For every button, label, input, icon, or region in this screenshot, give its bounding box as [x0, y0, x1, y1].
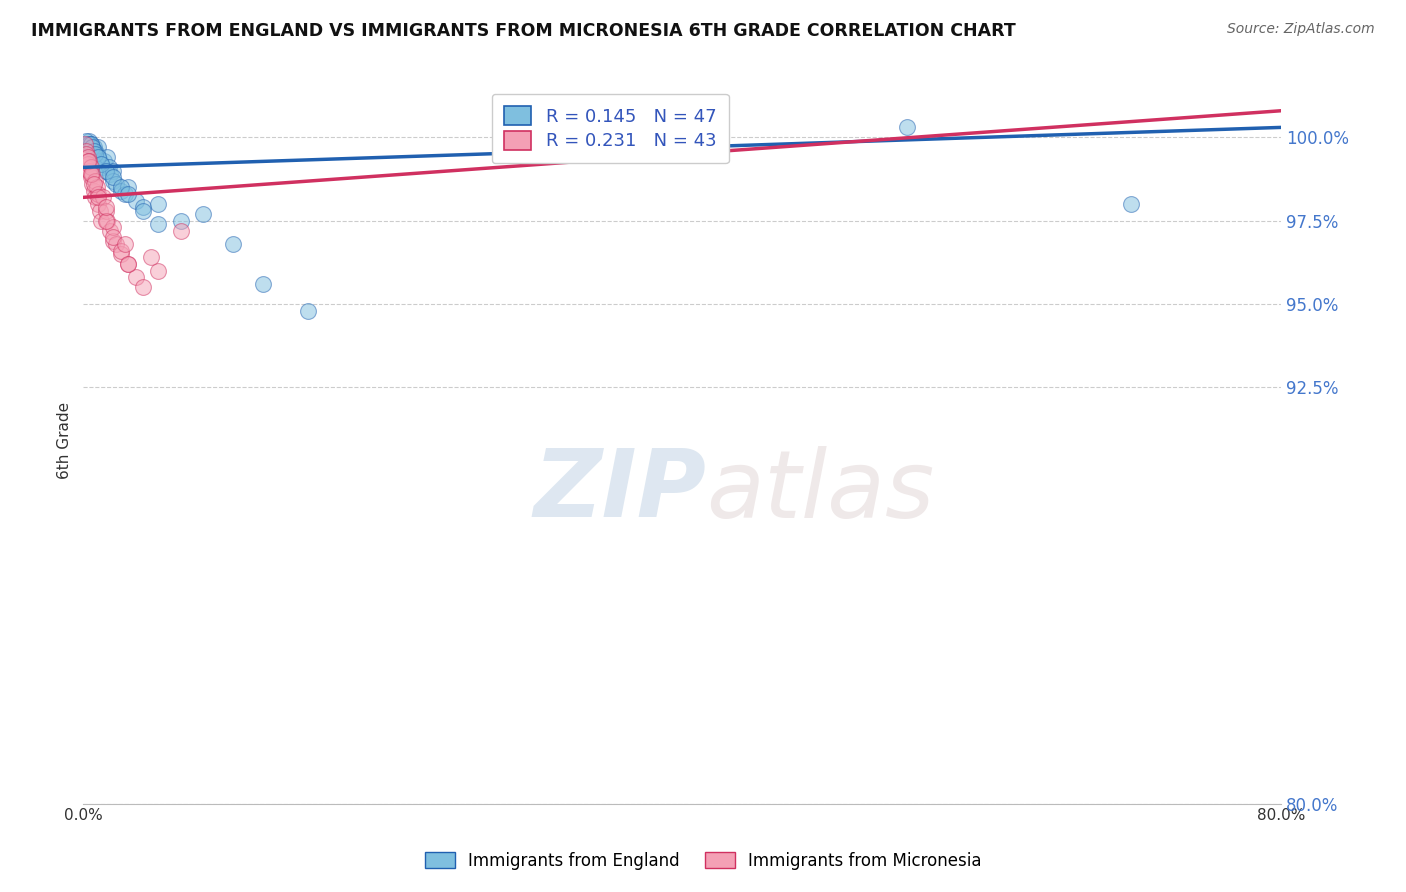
Text: IMMIGRANTS FROM ENGLAND VS IMMIGRANTS FROM MICRONESIA 6TH GRADE CORRELATION CHAR: IMMIGRANTS FROM ENGLAND VS IMMIGRANTS FR…	[31, 22, 1015, 40]
Point	[87, 150, 110, 164]
Point	[80, 137, 103, 152]
Point	[297, 303, 319, 318]
Point	[117, 257, 139, 271]
Point	[96, 213, 118, 227]
Point	[90, 157, 112, 171]
Point	[896, 120, 918, 135]
Point	[132, 200, 155, 214]
Point	[125, 194, 148, 208]
Point	[86, 180, 108, 194]
Point	[73, 137, 96, 152]
Point	[91, 190, 114, 204]
Point	[84, 147, 107, 161]
Point	[110, 184, 132, 198]
Point	[114, 237, 136, 252]
Point	[146, 217, 169, 231]
Point	[114, 187, 136, 202]
Y-axis label: 6th Grade: 6th Grade	[58, 402, 72, 479]
Text: Source: ZipAtlas.com: Source: ZipAtlas.com	[1227, 22, 1375, 37]
Point	[98, 167, 121, 181]
Point	[83, 140, 105, 154]
Point	[77, 137, 100, 152]
Point	[80, 161, 103, 175]
Point	[132, 203, 155, 218]
Point	[90, 213, 112, 227]
Point	[77, 153, 100, 168]
Point	[91, 161, 114, 175]
Point	[103, 174, 125, 188]
Point	[87, 187, 110, 202]
Point	[117, 257, 139, 271]
Point	[80, 170, 103, 185]
Text: atlas: atlas	[706, 446, 935, 537]
Point	[82, 177, 104, 191]
Point	[94, 163, 117, 178]
Point	[77, 163, 100, 178]
Point	[90, 157, 112, 171]
Point	[76, 137, 98, 152]
Text: ZIP: ZIP	[533, 445, 706, 537]
Point	[117, 187, 139, 202]
Point	[103, 170, 125, 185]
Point	[252, 277, 274, 291]
Point	[89, 203, 111, 218]
Point	[117, 180, 139, 194]
Point	[146, 197, 169, 211]
Point	[1121, 197, 1143, 211]
Point	[84, 144, 107, 158]
Point	[96, 150, 118, 164]
Point	[87, 197, 110, 211]
Point	[103, 220, 125, 235]
Point	[75, 147, 97, 161]
Point	[76, 150, 98, 164]
Point	[132, 280, 155, 294]
Point	[87, 140, 110, 154]
Point	[139, 250, 162, 264]
Point	[82, 167, 104, 181]
Point	[222, 237, 245, 252]
Point	[76, 153, 98, 168]
Point	[75, 134, 97, 148]
Point	[169, 224, 191, 238]
Point	[94, 213, 117, 227]
Point	[191, 207, 214, 221]
Point	[75, 144, 97, 158]
Point	[83, 184, 105, 198]
Point	[83, 144, 105, 158]
Point	[169, 213, 191, 227]
Point	[105, 177, 128, 191]
Point	[80, 137, 103, 152]
Point	[93, 153, 115, 168]
Point	[82, 140, 104, 154]
Point	[110, 247, 132, 261]
Point	[98, 224, 121, 238]
Point	[110, 244, 132, 258]
Point	[103, 163, 125, 178]
Point	[146, 263, 169, 277]
Point	[94, 163, 117, 178]
Point	[76, 157, 98, 171]
Point	[103, 230, 125, 244]
Point	[84, 174, 107, 188]
Point	[87, 150, 110, 164]
Point	[77, 134, 100, 148]
Point	[89, 153, 111, 168]
Point	[105, 237, 128, 252]
Point	[110, 180, 132, 194]
Point	[87, 190, 110, 204]
Point	[103, 234, 125, 248]
Legend: R = 0.145   N = 47, R = 0.231   N = 43: R = 0.145 N = 47, R = 0.231 N = 43	[492, 94, 728, 163]
Point	[86, 147, 108, 161]
Point	[83, 177, 105, 191]
Point	[125, 270, 148, 285]
Point	[94, 200, 117, 214]
Point	[97, 161, 120, 175]
Legend: Immigrants from England, Immigrants from Micronesia: Immigrants from England, Immigrants from…	[418, 846, 988, 877]
Point	[80, 167, 103, 181]
Point	[82, 140, 104, 154]
Point	[84, 190, 107, 204]
Point	[94, 203, 117, 218]
